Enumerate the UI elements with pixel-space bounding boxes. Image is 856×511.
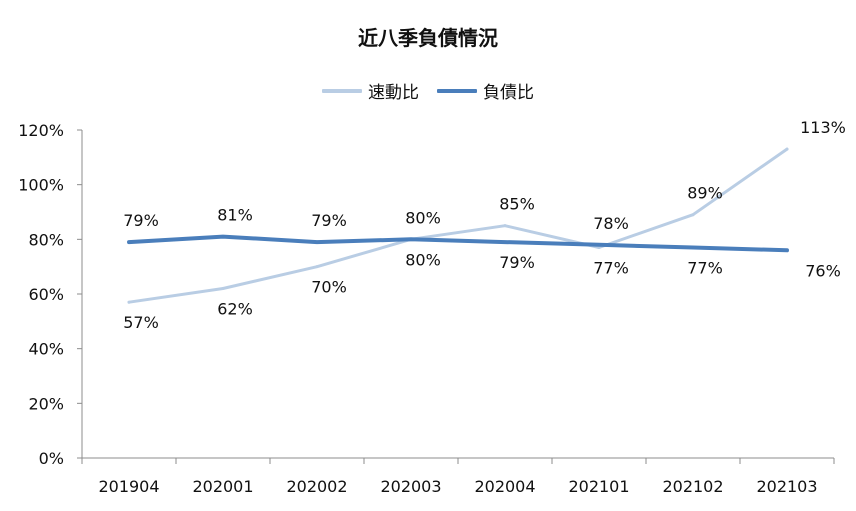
data-label-quick-ratio: 57%: [123, 313, 159, 332]
data-point-quick-ratio: [691, 213, 695, 217]
data-point-debt-ratio: [597, 243, 601, 247]
data-label-quick-ratio: 113%: [800, 118, 846, 137]
data-label-debt-ratio: 79%: [311, 211, 347, 230]
data-point-quick-ratio: [127, 300, 131, 304]
data-label-debt-ratio: 77%: [687, 259, 723, 278]
series-line-quick-ratio: [127, 147, 789, 304]
data-label-quick-ratio: 70%: [311, 278, 347, 297]
y-tick-label: 100%: [18, 176, 64, 195]
y-tick-label: 20%: [28, 394, 64, 413]
data-label-quick-ratio: 85%: [499, 195, 535, 214]
data-point-debt-ratio: [503, 240, 507, 244]
data-label-debt-ratio: 81%: [217, 206, 253, 225]
legend-item-quick-ratio: 速動比: [322, 78, 419, 103]
data-point-quick-ratio: [785, 147, 789, 151]
data-point-debt-ratio: [127, 240, 131, 244]
y-tick-label: 60%: [28, 285, 64, 304]
data-point-quick-ratio: [503, 224, 507, 228]
data-label-quick-ratio: 89%: [687, 184, 723, 203]
y-tick-label: 40%: [28, 340, 64, 359]
data-point-debt-ratio: [785, 248, 789, 252]
x-tick-label: 202004: [474, 477, 535, 496]
legend: 速動比 負債比: [0, 78, 856, 103]
data-point-quick-ratio: [315, 265, 319, 269]
x-tick-label: 201904: [98, 477, 159, 496]
y-tick-label: 80%: [28, 230, 64, 249]
data-label-quick-ratio: 62%: [217, 300, 253, 319]
x-tick-label: 202003: [380, 477, 441, 496]
data-point-debt-ratio: [409, 237, 413, 241]
data-label-debt-ratio: 78%: [593, 214, 629, 233]
data-label-quick-ratio: 80%: [405, 208, 441, 227]
legend-label-debt-ratio: 負債比: [483, 83, 534, 103]
chart-title: 近八季負債情況: [358, 26, 498, 50]
data-label-debt-ratio: 79%: [123, 211, 159, 230]
y-tick-label: 120%: [18, 121, 64, 140]
x-tick-label: 202001: [192, 477, 253, 496]
legend-label-quick-ratio: 速動比: [368, 83, 419, 103]
data-point-debt-ratio: [691, 246, 695, 250]
data-point-quick-ratio: [221, 287, 225, 291]
x-tick-label: 202102: [662, 477, 723, 496]
x-tick-label: 202002: [286, 477, 347, 496]
legend-swatch-debt-ratio: [437, 88, 477, 93]
data-label-quick-ratio: 77%: [593, 259, 629, 278]
legend-item-debt-ratio: 負債比: [437, 78, 534, 103]
data-label-debt-ratio: 76%: [805, 261, 841, 280]
legend-swatch-quick-ratio: [322, 88, 362, 93]
data-label-debt-ratio: 80%: [405, 250, 441, 269]
x-tick-label: 202103: [756, 477, 817, 496]
x-tick-label: 202101: [568, 477, 629, 496]
data-point-debt-ratio: [315, 240, 319, 244]
data-label-debt-ratio: 79%: [499, 253, 535, 272]
series-line-debt-ratio: [127, 234, 789, 253]
y-tick-label: 0%: [39, 449, 64, 468]
data-point-debt-ratio: [221, 235, 225, 239]
